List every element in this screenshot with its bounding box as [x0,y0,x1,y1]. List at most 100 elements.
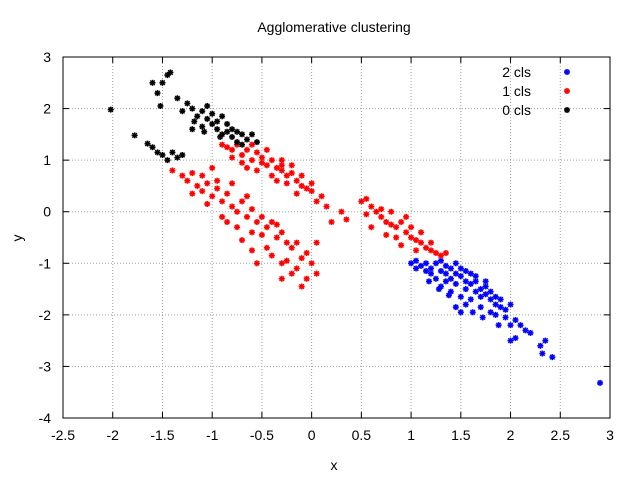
x-tick-label: 2 [507,427,515,443]
data-point [288,170,295,177]
data-point [239,237,246,244]
data-point [343,216,350,223]
data-point [487,309,494,316]
data-point [199,123,206,130]
data-point [323,203,330,210]
data-point [403,229,410,236]
data-point [363,211,370,218]
data-point [258,154,265,161]
y-tick-label: -4 [39,410,52,426]
data-point [214,185,221,192]
data-point [288,270,295,277]
data-point [497,296,504,303]
data-point [179,151,186,158]
data-point [447,275,454,282]
data-point [403,213,410,220]
data-point [283,180,290,187]
data-point [512,317,519,324]
data-point [432,260,439,267]
data-point [457,265,464,272]
data-point [229,133,236,140]
data-point [368,203,375,210]
data-point [338,208,345,215]
data-point [239,151,246,158]
x-tick-label: -1.5 [150,427,174,443]
data-point [184,177,191,184]
data-point [507,337,514,344]
data-point [597,379,604,386]
data-point [214,126,221,133]
data-point [308,180,315,187]
data-point [229,180,236,187]
data-point [298,172,305,179]
data-point [234,208,241,215]
data-point [169,149,176,156]
x-tick-label: 1.5 [451,427,471,443]
data-point [253,219,260,226]
y-tick-label: 0 [43,204,51,220]
data-point [313,198,320,205]
data-point [482,283,489,290]
data-point [174,154,181,161]
data-point [427,247,434,254]
x-tick-label: -2.5 [51,427,75,443]
data-point [298,283,305,290]
x-tick-label: 2.5 [551,427,571,443]
data-point [432,275,439,282]
data-point [179,108,186,115]
data-point [229,203,236,210]
data-point [283,257,290,264]
grid-lines [63,57,610,418]
axes: -2.5 -2 -1.5 -1 -0.5 0 0.5 1 1.5 2 2.5 3 -4 -3 -2 -1 0 1 2… [39,49,615,443]
data-point [191,118,198,125]
data-point [248,131,255,138]
legend-label: 2 cls [502,64,531,80]
data-point [278,162,285,169]
x-tick-label: 0.5 [352,427,372,443]
data-point [209,110,216,117]
data-point [268,172,275,179]
data-point [239,141,246,148]
data-point [234,139,241,146]
data-point [469,309,476,316]
data-point [159,151,166,158]
data-point [253,167,260,174]
data-point [435,286,442,293]
data-point [539,350,546,357]
data-point [363,195,370,202]
data-point [243,146,250,153]
data-point [383,231,390,238]
data-point [159,79,166,86]
data-point [224,190,231,197]
data-point [184,100,191,107]
data-point [467,280,474,287]
data-point [239,131,246,138]
data-point [149,144,156,151]
data-point [457,309,464,316]
data-point [189,126,196,133]
data-point [258,231,265,238]
data-point [239,159,246,166]
data-point [209,193,216,200]
data-point [253,260,260,267]
data-point [209,121,216,128]
data-point [273,234,280,241]
data-point [492,311,499,318]
data-point [204,180,211,187]
data-point [107,106,114,113]
data-point [497,304,504,311]
data-point [457,293,464,300]
data-point [273,221,280,228]
data-point [393,224,400,231]
data-point [229,154,236,161]
data-point [522,327,529,334]
data-point [157,102,164,109]
data-point [234,224,241,231]
data-point [144,140,151,147]
data-point [278,229,285,236]
data-point [199,108,206,115]
data-point [393,234,400,241]
data-point [243,164,250,171]
data-point [248,206,255,213]
data-point [383,219,390,226]
